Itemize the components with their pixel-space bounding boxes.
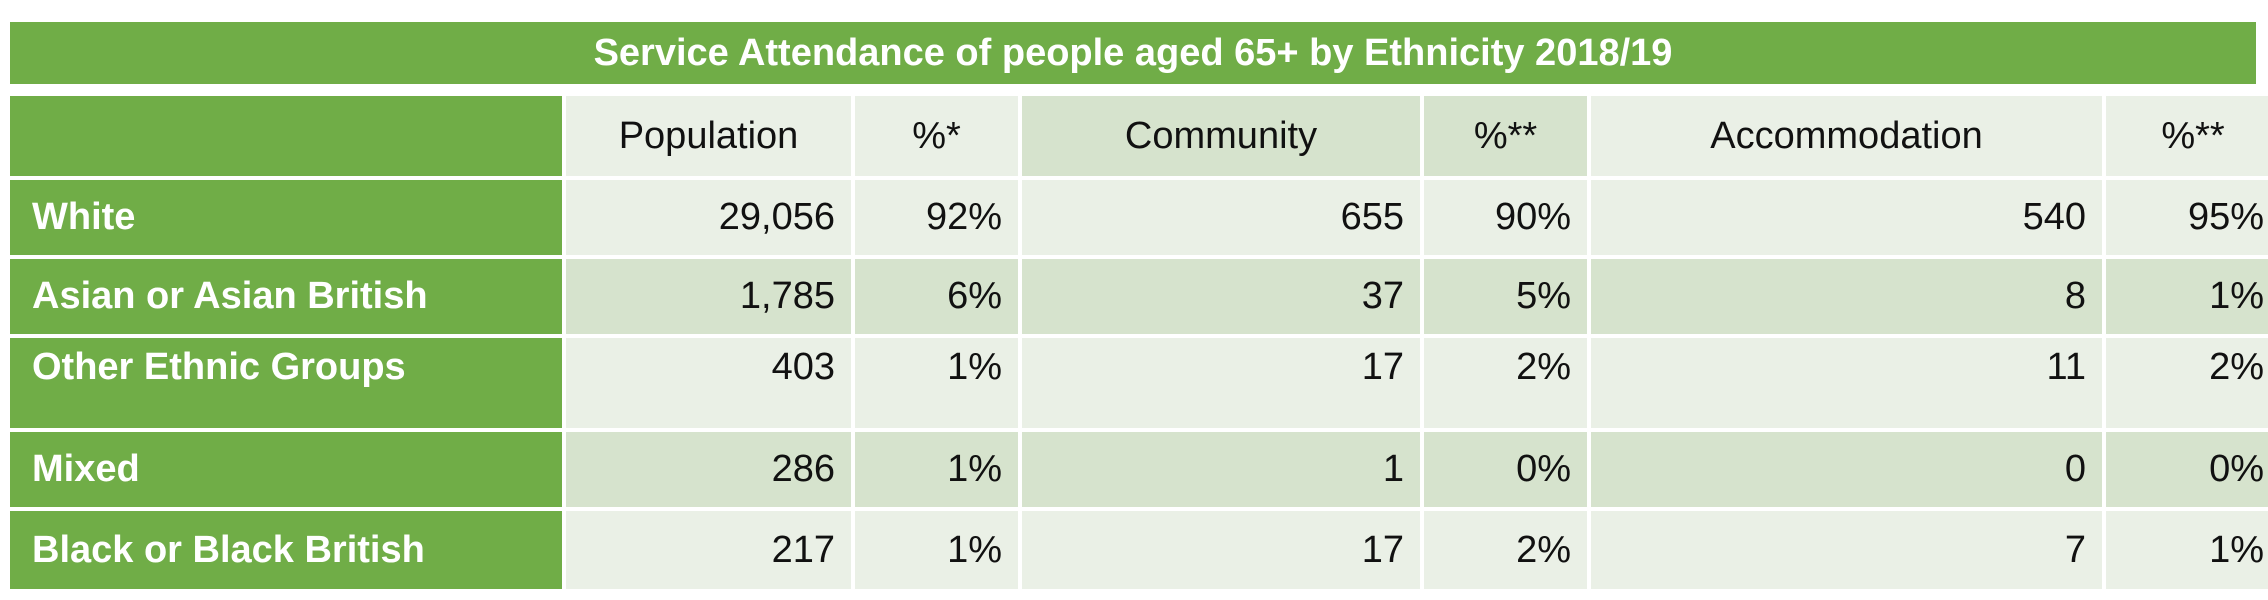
column-header-community: Community <box>1022 96 1420 176</box>
table-cell: 0% <box>1424 432 1587 507</box>
attendance-table: Population %* Community %** Accommodatio… <box>10 96 2268 589</box>
table-cell: 17 <box>1022 338 1420 428</box>
table-cell: 92% <box>855 180 1018 255</box>
table-cell: 540 <box>1591 180 2102 255</box>
table-cell: 1% <box>2106 259 2268 334</box>
table-cell: 8 <box>1591 259 2102 334</box>
table-cell: 1% <box>855 432 1018 507</box>
table-title: Service Attendance of people aged 65+ by… <box>10 22 2256 84</box>
row-label-white: White <box>10 180 562 255</box>
table-cell: 11 <box>1591 338 2102 428</box>
row-label-asian-or-asian-british: Asian or Asian British <box>10 259 562 334</box>
table-cell: 217 <box>566 511 851 589</box>
row-label-other-ethnic-groups: Other Ethnic Groups <box>10 338 562 428</box>
table-cell: 0 <box>1591 432 2102 507</box>
row-label-black-or-black-british: Black or Black British <box>10 511 562 589</box>
table-cell: 90% <box>1424 180 1587 255</box>
column-header-population: Population <box>566 96 851 176</box>
table-cell: 95% <box>2106 180 2268 255</box>
column-header-accommodation: Accommodation <box>1591 96 2102 176</box>
table-cell: 17 <box>1022 511 1420 589</box>
row-label-mixed: Mixed <box>10 432 562 507</box>
header-corner-cell <box>10 96 562 176</box>
table-cell: 1,785 <box>566 259 851 334</box>
table-cell: 1 <box>1022 432 1420 507</box>
table-cell: 29,056 <box>566 180 851 255</box>
table-cell: 1% <box>855 338 1018 428</box>
table-cell: 2% <box>1424 338 1587 428</box>
column-header-community-percent: %** <box>1424 96 1587 176</box>
table-cell: 286 <box>566 432 851 507</box>
table-cell: 5% <box>1424 259 1587 334</box>
table-cell: 2% <box>1424 511 1587 589</box>
table-cell: 6% <box>855 259 1018 334</box>
table-cell: 2% <box>2106 338 2268 428</box>
column-header-accommodation-percent: %** <box>2106 96 2268 176</box>
table-cell: 7 <box>1591 511 2102 589</box>
table-cell: 1% <box>2106 511 2268 589</box>
table-cell: 1% <box>855 511 1018 589</box>
table-cell: 0% <box>2106 432 2268 507</box>
column-header-population-percent: %* <box>855 96 1018 176</box>
table-cell: 403 <box>566 338 851 428</box>
table-cell: 37 <box>1022 259 1420 334</box>
table-cell: 655 <box>1022 180 1420 255</box>
